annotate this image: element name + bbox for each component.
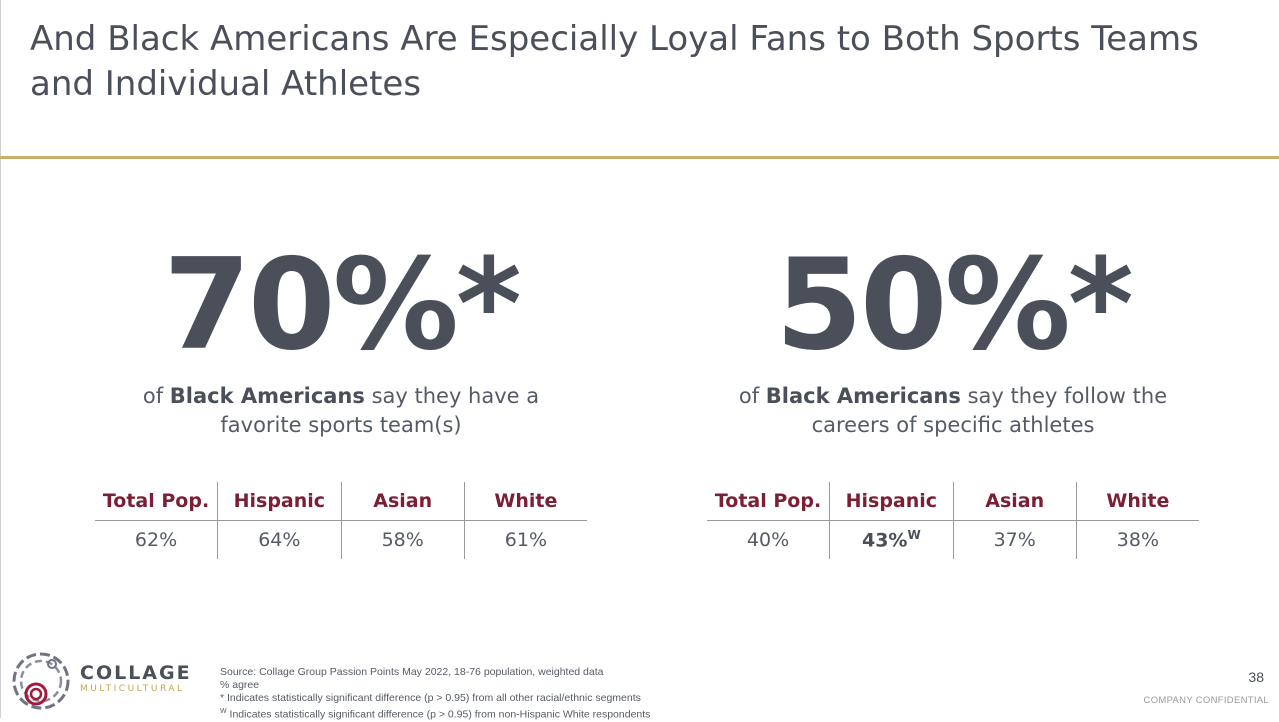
stat-desc-right: of Black Americans say they follow the c… xyxy=(707,382,1199,440)
title-line-2: and Individual Athletes xyxy=(30,64,422,104)
table-row: 40% 43%W 37% 38% xyxy=(707,520,1199,559)
header-asian: Asian xyxy=(952,482,1077,521)
comparison-table-left: Total Pop. Hispanic Asian White 62% 64% … xyxy=(95,482,587,559)
footnote-w: W Indicates statistically significant di… xyxy=(220,705,650,722)
table-header-row: Total Pop. Hispanic Asian White xyxy=(707,482,1199,521)
footnote-w-marker: W xyxy=(220,708,227,715)
significance-marker-w: W xyxy=(907,528,921,543)
collage-swirl-icon xyxy=(12,652,70,710)
value-white: 61% xyxy=(463,520,587,559)
footnote-agree: % agree xyxy=(220,679,260,691)
footnote-w-text: Indicates statistically significant diff… xyxy=(226,708,651,721)
page-number: 38 xyxy=(1248,669,1264,685)
table-header-row: Total Pop. Hispanic Asian White xyxy=(95,482,587,521)
logo-subtitle: MULTICULTURAL xyxy=(80,684,185,694)
header-hispanic: Hispanic xyxy=(829,482,954,521)
logo-name: COLLAGE xyxy=(80,662,192,684)
value-hispanic-number: 43% xyxy=(861,529,908,552)
table-row: 62% 64% 58% 61% xyxy=(95,520,587,559)
stat-desc-line2: favorite sports team(s) xyxy=(220,413,462,437)
stat-desc-post: say they follow the xyxy=(960,384,1168,408)
header-hispanic: Hispanic xyxy=(217,482,342,521)
value-total-pop: 62% xyxy=(134,529,178,551)
stat-desc-post: say they have a xyxy=(364,384,540,408)
value-hispanic: 64% xyxy=(217,520,342,559)
stat-desc-pre: of xyxy=(142,384,170,408)
stat-desc-left: of Black Americans say they have a favor… xyxy=(95,382,587,440)
stat-big-left: 70%* xyxy=(163,231,521,378)
value-asian: 37% xyxy=(952,520,1077,559)
header-total-pop: Total Pop. xyxy=(95,482,218,521)
footnote-source: Source: Collage Group Passion Points May… xyxy=(220,666,604,678)
stat-desc-line2: careers of specific athletes xyxy=(811,413,1095,437)
left-edge-line xyxy=(0,0,1,718)
footnote-star-text: Indicates statistically significant diff… xyxy=(224,692,641,704)
header-asian: Asian xyxy=(340,482,465,521)
comparison-table-right: Total Pop. Hispanic Asian White 40% 43%W… xyxy=(707,482,1199,559)
footnotes: Source: Collage Group Passion Points May… xyxy=(220,666,650,722)
value-white: 38% xyxy=(1075,520,1199,559)
value-total-pop: 40% xyxy=(746,529,790,551)
stat-desc-bold: Black Americans xyxy=(765,384,961,408)
header-white: White xyxy=(463,482,587,521)
footnote-star: * Indicates statistically significant di… xyxy=(220,692,650,705)
header-total-pop: Total Pop. xyxy=(707,482,830,521)
value-hispanic: 43%W xyxy=(829,520,954,559)
confidential-label: COMPANY CONFIDENTIAL xyxy=(1143,695,1269,706)
title-line-1: And Black Americans Are Especially Loyal… xyxy=(30,19,1199,59)
slide-title: And Black Americans Are Especially Loyal… xyxy=(30,17,1250,107)
value-asian: 58% xyxy=(340,520,465,559)
header-white: White xyxy=(1075,482,1199,521)
stat-big-right: 50%* xyxy=(775,231,1133,378)
stat-desc-bold: Black Americans xyxy=(169,384,365,408)
stat-desc-pre: of xyxy=(738,384,766,408)
footnote-star-marker: * xyxy=(220,692,225,704)
title-divider xyxy=(0,156,1279,159)
